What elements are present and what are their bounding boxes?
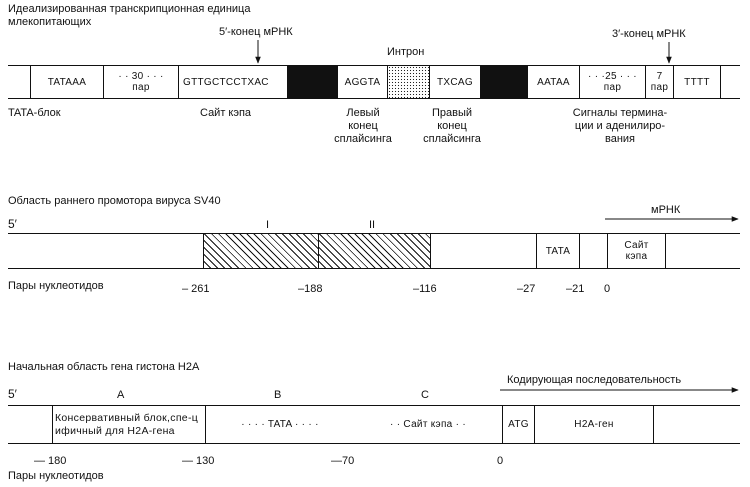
d1-right-splice-l3: сплайсинга [423, 133, 481, 145]
d1-cell-gap30: · · 30 · · · пар [103, 66, 178, 98]
d1-gap25-text: · · ·25 · · · [588, 71, 637, 82]
d1-cell-gap25: · · ·25 · · · пар [579, 66, 645, 98]
d2-region-i-label: I [266, 219, 270, 231]
d3-region-a-label: A [117, 389, 125, 401]
d1-intron-block [387, 66, 429, 98]
d1-three-end-label: 3′-конец мРНК [612, 28, 686, 40]
d1-seven-text: 7 [656, 71, 663, 82]
d2-tick-261: – 261 [182, 283, 210, 295]
d1-cell-tttt: TTTT [673, 66, 721, 98]
d1-seven-unit: пар [650, 82, 669, 93]
d2-title: Область раннего промотора вируса SV40 [8, 195, 221, 207]
d1-title-line2: млекопитающих [8, 16, 92, 28]
d3-h2a-gene-box: H2A-ген [534, 406, 654, 443]
d3-coding-label: Кодирующая последовательность [507, 374, 682, 386]
d2-five-prime: 5′ [8, 217, 17, 231]
d3-title: Начальная область гена гистона H2A [8, 361, 200, 373]
d2-tick-116: –116 [413, 283, 437, 295]
d3-histone-bar: Консервативный блок,спе-цифичный для H2A… [8, 405, 740, 444]
d1-tata-block-label: TATA-блок [8, 107, 61, 119]
d2-mrna-label: мРНК [651, 204, 681, 216]
d2-tata-box: TATA [536, 234, 580, 268]
d2-tick-0: 0 [604, 283, 611, 295]
d1-right-splice-label: Правый конец сплайсинга [416, 107, 488, 146]
d1-five-end-label: 5′-конец мРНК [219, 26, 293, 38]
d1-term-l3: вания [604, 133, 635, 145]
d1-gap30-text: · · 30 · · · [118, 71, 164, 82]
d3-tick-70: —70 [331, 455, 355, 467]
d3-five-prime: 5′ [8, 387, 17, 401]
d1-cell-cap-seq: GTTGCTCCTXAC [178, 66, 287, 98]
d1-cell-txcag: TXCAG [429, 66, 480, 98]
d1-cell-aggta: AGGTA [337, 66, 387, 98]
d2-tick-27: –27 [517, 283, 536, 295]
d1-left-splice-label: Левый конец сплайсинга [328, 107, 398, 146]
d1-intron-label: Интрон [387, 46, 425, 58]
d3-tick-180: — 180 [34, 455, 67, 467]
d1-cell-aataa: AATAA [527, 66, 579, 98]
d1-gap25-unit: пар [603, 82, 622, 93]
d2-promoter-bar: TATA Сайт кэпа [8, 233, 740, 269]
d1-right-splice-l1: Правый [431, 107, 473, 119]
d1-term-l1: Сигналы термина- [572, 107, 668, 119]
d1-gap30-unit: пар [132, 82, 150, 93]
d3-axis-label: Пары нуклеотидов [8, 470, 104, 482]
d2-region-ii-block [318, 234, 431, 268]
d3-atg-box: ATG [502, 406, 534, 443]
d1-cell-seven: 7 пар [645, 66, 673, 98]
d3-tick-130: — 130 [182, 455, 215, 467]
d1-title-line1: Идеализированная транскрипционная единиц… [8, 3, 251, 15]
d1-term-signals-label: Сигналы термина- ции и аденилиро- вания [565, 107, 675, 146]
d1-exon-block-2 [480, 66, 527, 98]
d3-region-c-label: C [421, 389, 429, 401]
d1-cap-site-label: Сайт кэпа [200, 107, 252, 119]
d1-left-splice-l3: сплайсинга [334, 133, 392, 145]
d1-exon-block-1 [287, 66, 337, 98]
d1-term-l2: ции и аденилиро- [574, 120, 666, 132]
d3-region-b-label: B [274, 389, 282, 401]
d1-cell-tataaa: TATAAA [30, 66, 103, 98]
d2-tick-21: –21 [566, 283, 585, 295]
d2-axis-label: Пары нуклеотидов [8, 280, 104, 292]
d3-conserved-block: Консервативный блок,спе-цифичный для H2A… [52, 406, 205, 443]
d1-right-splice-l2: конец [437, 120, 467, 132]
d1-transcription-unit-bar: TATAAA · · 30 · · · пар GTTGCTCCTXAC AGG… [8, 65, 740, 99]
d1-left-splice-l1: Левый [346, 107, 380, 119]
d3-cap-region: · · Сайт кэпа · · [390, 419, 466, 430]
d1-left-splice-l2: конец [348, 120, 378, 132]
d3-tick-0: 0 [497, 455, 504, 467]
d2-region-i-block [203, 234, 318, 268]
d2-tick-188: –188 [298, 283, 323, 295]
d2-cap-site-box: Сайт кэпа [607, 234, 666, 268]
d3-tata-region: · · · · TATA · · · · [205, 406, 354, 443]
d2-region-ii-label: II [369, 219, 376, 231]
